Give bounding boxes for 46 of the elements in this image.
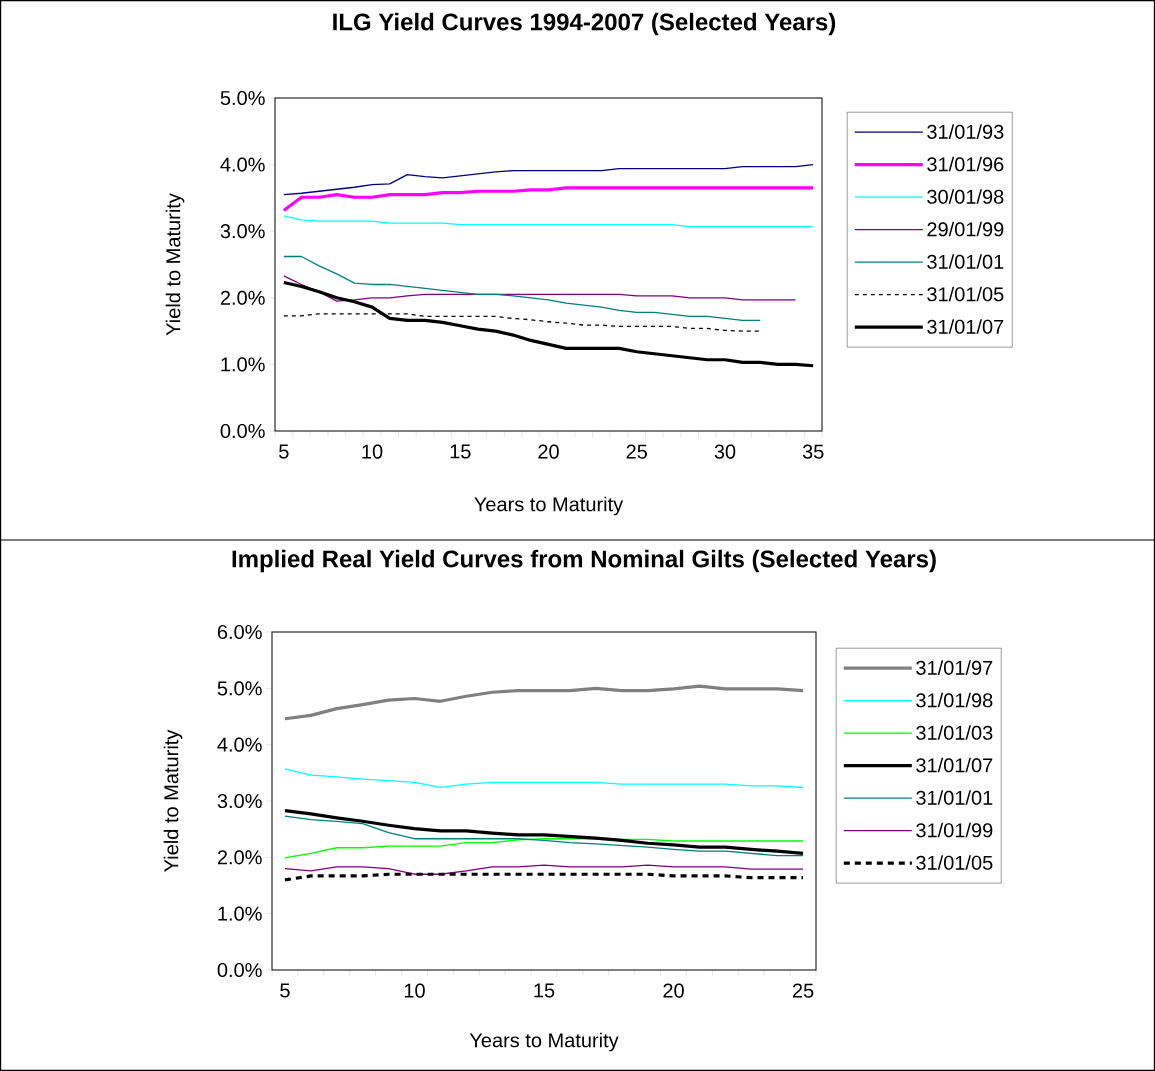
y-axis-title: Yield to Maturity (163, 729, 183, 872)
y-tick-label: 5.0% (217, 681, 262, 696)
legend-label: 31/01/01 (927, 254, 1004, 269)
legend-label: 31/01/99 (916, 822, 993, 838)
x-tick-label: 5 (279, 444, 289, 459)
y-tick-label: 5.0% (220, 90, 265, 106)
legend-label: 31/01/07 (927, 319, 1004, 334)
legend-label: 31/01/05 (927, 286, 1004, 302)
x-tick-label: 25 (792, 983, 814, 998)
x-tick-label: 10 (362, 444, 383, 459)
legend-label: 31/01/96 (927, 156, 1004, 172)
y-tick-label: 6.0% (217, 624, 262, 640)
legend-label: 30/01/98 (927, 189, 1004, 204)
legend-label: 31/01/03 (916, 725, 993, 740)
x-axis-title: Years to Maturity (474, 496, 624, 516)
line-series (283, 255, 761, 322)
x-tick-label: 25 (626, 444, 648, 459)
legend-label: 31/01/05 (916, 855, 993, 870)
y-tick-label: 4.0% (220, 157, 265, 172)
legend-label: 31/01/01 (916, 790, 993, 805)
x-tick-label: 10 (404, 983, 425, 998)
y-tick-label: 3.0% (217, 793, 262, 809)
legend-label: 31/01/93 (927, 124, 1004, 139)
y-tick-label: 2.0% (220, 290, 265, 305)
x-tick-label: 15 (534, 983, 555, 998)
y-tick-label: 3.0% (220, 224, 265, 239)
chart-title: Implied Real Yield Curves from Nominal Gilts (Selected Years) (232, 549, 936, 573)
x-axis-title: Years to Maturity (469, 1032, 619, 1052)
y-axis-title: Yield to Maturity (165, 193, 185, 336)
y-tick-label: 0.0% (220, 423, 265, 439)
x-tick-label: 5 (280, 983, 290, 998)
x-tick-label: 20 (663, 983, 684, 998)
y-tick-label: 1.0% (218, 906, 262, 921)
x-tick-label: 30 (714, 444, 736, 459)
chart-title: ILG Yield Curves 1994-2007 (Selected Years) (333, 12, 836, 36)
y-tick-label: 4.0% (217, 737, 262, 752)
legend-label: 31/01/07 (916, 757, 993, 773)
x-tick-label: 35 (802, 444, 824, 459)
x-tick-label: 20 (538, 444, 559, 459)
legend-label: 29/01/99 (927, 221, 1004, 237)
y-tick-label: 2.0% (217, 850, 262, 865)
legend-label: 31/01/97 (916, 660, 993, 675)
legend-label: 31/01/98 (916, 692, 993, 708)
x-tick-label: 15 (450, 444, 471, 459)
y-tick-label: 1.0% (221, 357, 265, 372)
y-tick-label: 0.0% (217, 962, 262, 978)
